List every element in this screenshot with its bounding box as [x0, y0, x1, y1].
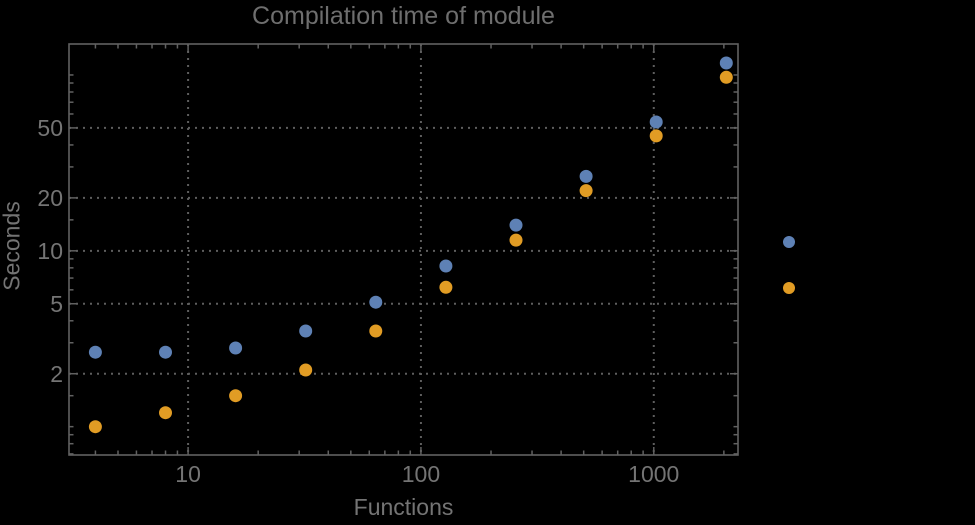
data-point	[299, 363, 313, 377]
data-point	[579, 184, 593, 198]
x-axis-label: Functions	[353, 494, 454, 520]
data-point	[369, 324, 383, 338]
data-point	[719, 56, 733, 70]
y-tick-label: 20	[37, 184, 63, 211]
x-tick-label: 1000	[628, 461, 680, 487]
data-point	[369, 295, 383, 309]
data-point	[509, 218, 523, 232]
data-point	[88, 345, 102, 359]
chart-title: Compilation time of module	[252, 2, 555, 30]
x-tick-label: 100	[401, 461, 441, 487]
data-point	[439, 280, 453, 294]
data-point	[229, 389, 243, 403]
y-tick-label: 5	[50, 290, 63, 317]
data-point	[649, 115, 663, 129]
y-tick-label: 10	[37, 237, 63, 264]
y-tick-label: 50	[37, 114, 63, 141]
data-point	[229, 341, 243, 355]
data-point	[719, 70, 733, 84]
data-point	[299, 324, 313, 338]
axes-frame	[68, 43, 739, 456]
data-point	[579, 169, 593, 183]
data-point	[88, 420, 102, 434]
data-point	[159, 345, 172, 359]
y-tick-label: 2	[50, 360, 63, 387]
data-point	[439, 259, 453, 273]
legend-marker	[783, 282, 795, 294]
x-tick-label: 10	[175, 461, 201, 487]
data-point	[159, 406, 172, 420]
data-point	[509, 233, 523, 247]
legend-marker	[783, 236, 795, 248]
data-point	[649, 129, 663, 143]
